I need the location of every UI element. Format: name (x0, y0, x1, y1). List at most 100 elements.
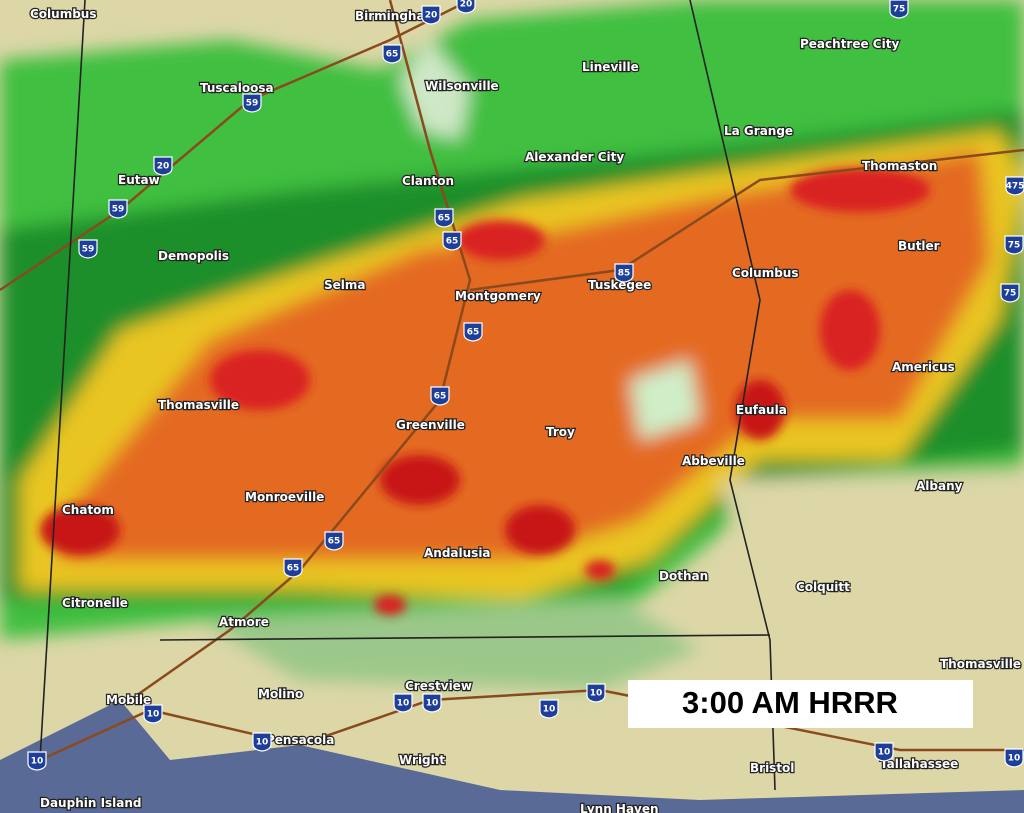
interstate-shield: 20 (153, 156, 173, 176)
shield-shape (78, 239, 98, 259)
shield-shape (242, 93, 262, 113)
city-label: Americus (892, 360, 955, 374)
shield-number: 10 (543, 705, 556, 715)
labels: Columbus Birmingham Tuscaloosa Wilsonville L… (27, 0, 1024, 813)
city-label: Selma (324, 278, 366, 292)
shield-number: 65 (446, 237, 459, 247)
shield-shape (614, 263, 634, 283)
city-label: Troy (546, 425, 575, 439)
interstate-shield: 65 (430, 386, 450, 406)
interstate-shield: 10 (252, 732, 272, 752)
interstate-shield: 65 (283, 558, 303, 578)
city-label: Alexander City (525, 150, 624, 164)
interstate-shield: 10 (874, 742, 894, 762)
shield-shape (108, 199, 128, 219)
interstate-shield: 20 (421, 5, 441, 25)
city-label: Dothan (659, 569, 708, 583)
shield-shape (586, 683, 606, 703)
city-label: Clanton (402, 174, 454, 188)
city-label: La Grange (724, 124, 793, 138)
interstate-shield: 10 (586, 683, 606, 703)
shield-number: 65 (434, 392, 447, 402)
interstate-shield: 59 (242, 93, 262, 113)
interstate-shield: 85 (614, 263, 634, 283)
shield-number: 75 (893, 5, 906, 15)
city-label: Birmingham (355, 9, 437, 23)
shield-number: 75 (1004, 289, 1017, 299)
city-label: Greenville (396, 418, 465, 432)
caption-box: 3:00 AM HRRR (628, 680, 973, 728)
city-label: Wilsonville (425, 79, 499, 93)
city-label: Demopolis (158, 249, 229, 263)
city-label: Columbus (732, 266, 799, 280)
shield-shape (430, 386, 450, 406)
city-label: Albany (916, 479, 963, 493)
shield-shape (1004, 748, 1024, 768)
caption: 3:00 AM HRRR (682, 685, 898, 720)
shield-shape (27, 751, 47, 771)
shield-shape (463, 322, 483, 342)
city-label: Abbeville (682, 454, 745, 468)
shield-number: 65 (386, 50, 399, 60)
shield-shape (143, 704, 163, 724)
city-label: Thomasville (940, 657, 1021, 671)
city-label: Eutaw (118, 173, 160, 187)
shield-shape (539, 699, 559, 719)
interstate-shield: 65 (463, 322, 483, 342)
shield-shape (382, 44, 402, 64)
city-label: Lineville (582, 60, 639, 74)
city-label: Dauphin Island (40, 796, 142, 810)
shield-number: 10 (397, 699, 410, 709)
city-label: Monroeville (245, 490, 324, 504)
interstate-shield: 10 (143, 704, 163, 724)
shield-shape (874, 742, 894, 762)
city-label: Atmore (219, 615, 269, 629)
city-label: Butler (898, 239, 940, 253)
interstate-shield: 59 (78, 239, 98, 259)
city-label: Peachtree City (800, 37, 899, 51)
shield-number: 20 (425, 11, 438, 21)
shield-number: 10 (426, 699, 439, 709)
shield-shape (283, 558, 303, 578)
shield-shape (1004, 235, 1024, 255)
interstate-shield: 10 (539, 699, 559, 719)
interstate-shield: 10 (27, 751, 47, 771)
city-label: Montgomery (455, 289, 541, 303)
shield-number: 59 (82, 245, 95, 255)
interstate-shield: 10 (393, 693, 413, 713)
radar-echoes (0, 0, 1024, 690)
shield-shape (153, 156, 173, 176)
city-label: Citronelle (62, 596, 128, 610)
shield-number: 10 (256, 738, 269, 748)
interstate-shield: 65 (442, 231, 462, 251)
gulf (0, 700, 1024, 813)
shield-number: 10 (878, 748, 891, 758)
shield-number: 20 (157, 162, 170, 172)
city-label: Crestview (405, 679, 472, 693)
shield-shape (442, 231, 462, 251)
shield-number: 65 (467, 328, 480, 338)
shield-shape (252, 732, 272, 752)
interstate-shield: 65 (434, 208, 454, 228)
caption-background (628, 680, 973, 728)
city-label: Mobile (106, 693, 151, 707)
shield-number: 10 (147, 710, 160, 720)
interstate-shield: 65 (324, 531, 344, 551)
shield-number: 85 (618, 269, 631, 279)
city-label: Thomasville (158, 398, 239, 412)
shield-number: 10 (590, 689, 603, 699)
city-label: Columbus (30, 7, 97, 21)
city-label: Tuscaloosa (200, 81, 274, 95)
city-label: Wright (399, 753, 445, 767)
shield-number: 59 (246, 99, 259, 109)
city-label: Thomaston (862, 159, 937, 173)
shield-number: 65 (287, 564, 300, 574)
shield-shape (1000, 283, 1020, 303)
shield-number: 59 (112, 205, 125, 215)
interstate-shield: 59 (108, 199, 128, 219)
city-label: Colquitt (796, 580, 850, 594)
shield-number: 20 (460, 0, 473, 10)
shield-shape (456, 0, 476, 14)
shield-number: 10 (1008, 754, 1021, 764)
interstate-shield: 75 (1004, 235, 1024, 255)
